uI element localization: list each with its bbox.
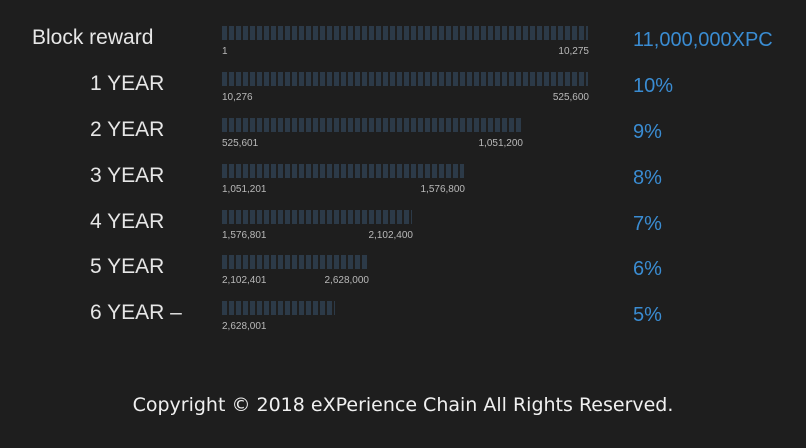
copyright-footer: Copyright © 2018 eXPerience Chain All Ri… — [132, 394, 674, 416]
reward-row: Block reward 1 10,275 11,000,000XPC — [0, 26, 806, 66]
period-label: 5 YEAR — [90, 255, 165, 278]
range-start-label: 2,628,001 — [222, 321, 267, 332]
reward-value: 8% — [633, 167, 662, 189]
block-range-bar — [222, 301, 335, 315]
reward-row: 1 YEAR 10,276 525,600 10% — [0, 72, 806, 112]
period-label: 4 YEAR — [90, 210, 165, 233]
reward-row: 4 YEAR 1,576,801 2,102,400 7% — [0, 210, 806, 250]
reward-value: 5% — [633, 304, 662, 326]
period-label: 2 YEAR — [90, 118, 165, 141]
range-end-label: 10,275 — [558, 46, 589, 57]
period-label: 6 YEAR – — [90, 301, 182, 324]
reward-row: 2 YEAR 525,601 1,051,200 9% — [0, 118, 806, 158]
period-label: 1 YEAR — [90, 72, 165, 95]
reward-row: 5 YEAR 2,102,401 2,628,000 6% — [0, 255, 806, 295]
reward-value: 6% — [633, 258, 662, 280]
reward-value: 11,000,000XPC — [633, 29, 773, 51]
range-end-label: 1,051,200 — [478, 138, 524, 149]
reward-row: 6 YEAR – 2,628,001 5% — [0, 301, 806, 341]
block-range-bar — [222, 255, 368, 269]
block-range-bar — [222, 26, 588, 40]
reward-value: 9% — [633, 121, 662, 143]
reward-value: 7% — [633, 213, 662, 235]
period-label: 3 YEAR — [90, 164, 165, 187]
range-start-label: 1 — [222, 46, 228, 57]
range-start-label: 1,576,801 — [222, 230, 267, 241]
block-range-bar — [222, 210, 412, 224]
range-start-label: 1,051,201 — [222, 184, 267, 195]
block-range-bar — [222, 118, 522, 132]
range-start-label: 525,601 — [222, 138, 259, 149]
reward-value: 10% — [633, 75, 674, 97]
block-range-bar — [222, 72, 588, 86]
period-label: Block reward — [32, 26, 154, 49]
range-start-label: 10,276 — [222, 92, 253, 103]
range-end-label: 525,600 — [552, 92, 589, 103]
range-end-label: 1,576,800 — [420, 184, 466, 195]
range-end-label: 2,102,400 — [368, 230, 414, 241]
reward-row: 3 YEAR 1,051,201 1,576,800 8% — [0, 164, 806, 204]
block-range-bar — [222, 164, 464, 178]
range-start-label: 2,102,401 — [222, 275, 267, 286]
range-end-label: 2,628,000 — [324, 275, 370, 286]
